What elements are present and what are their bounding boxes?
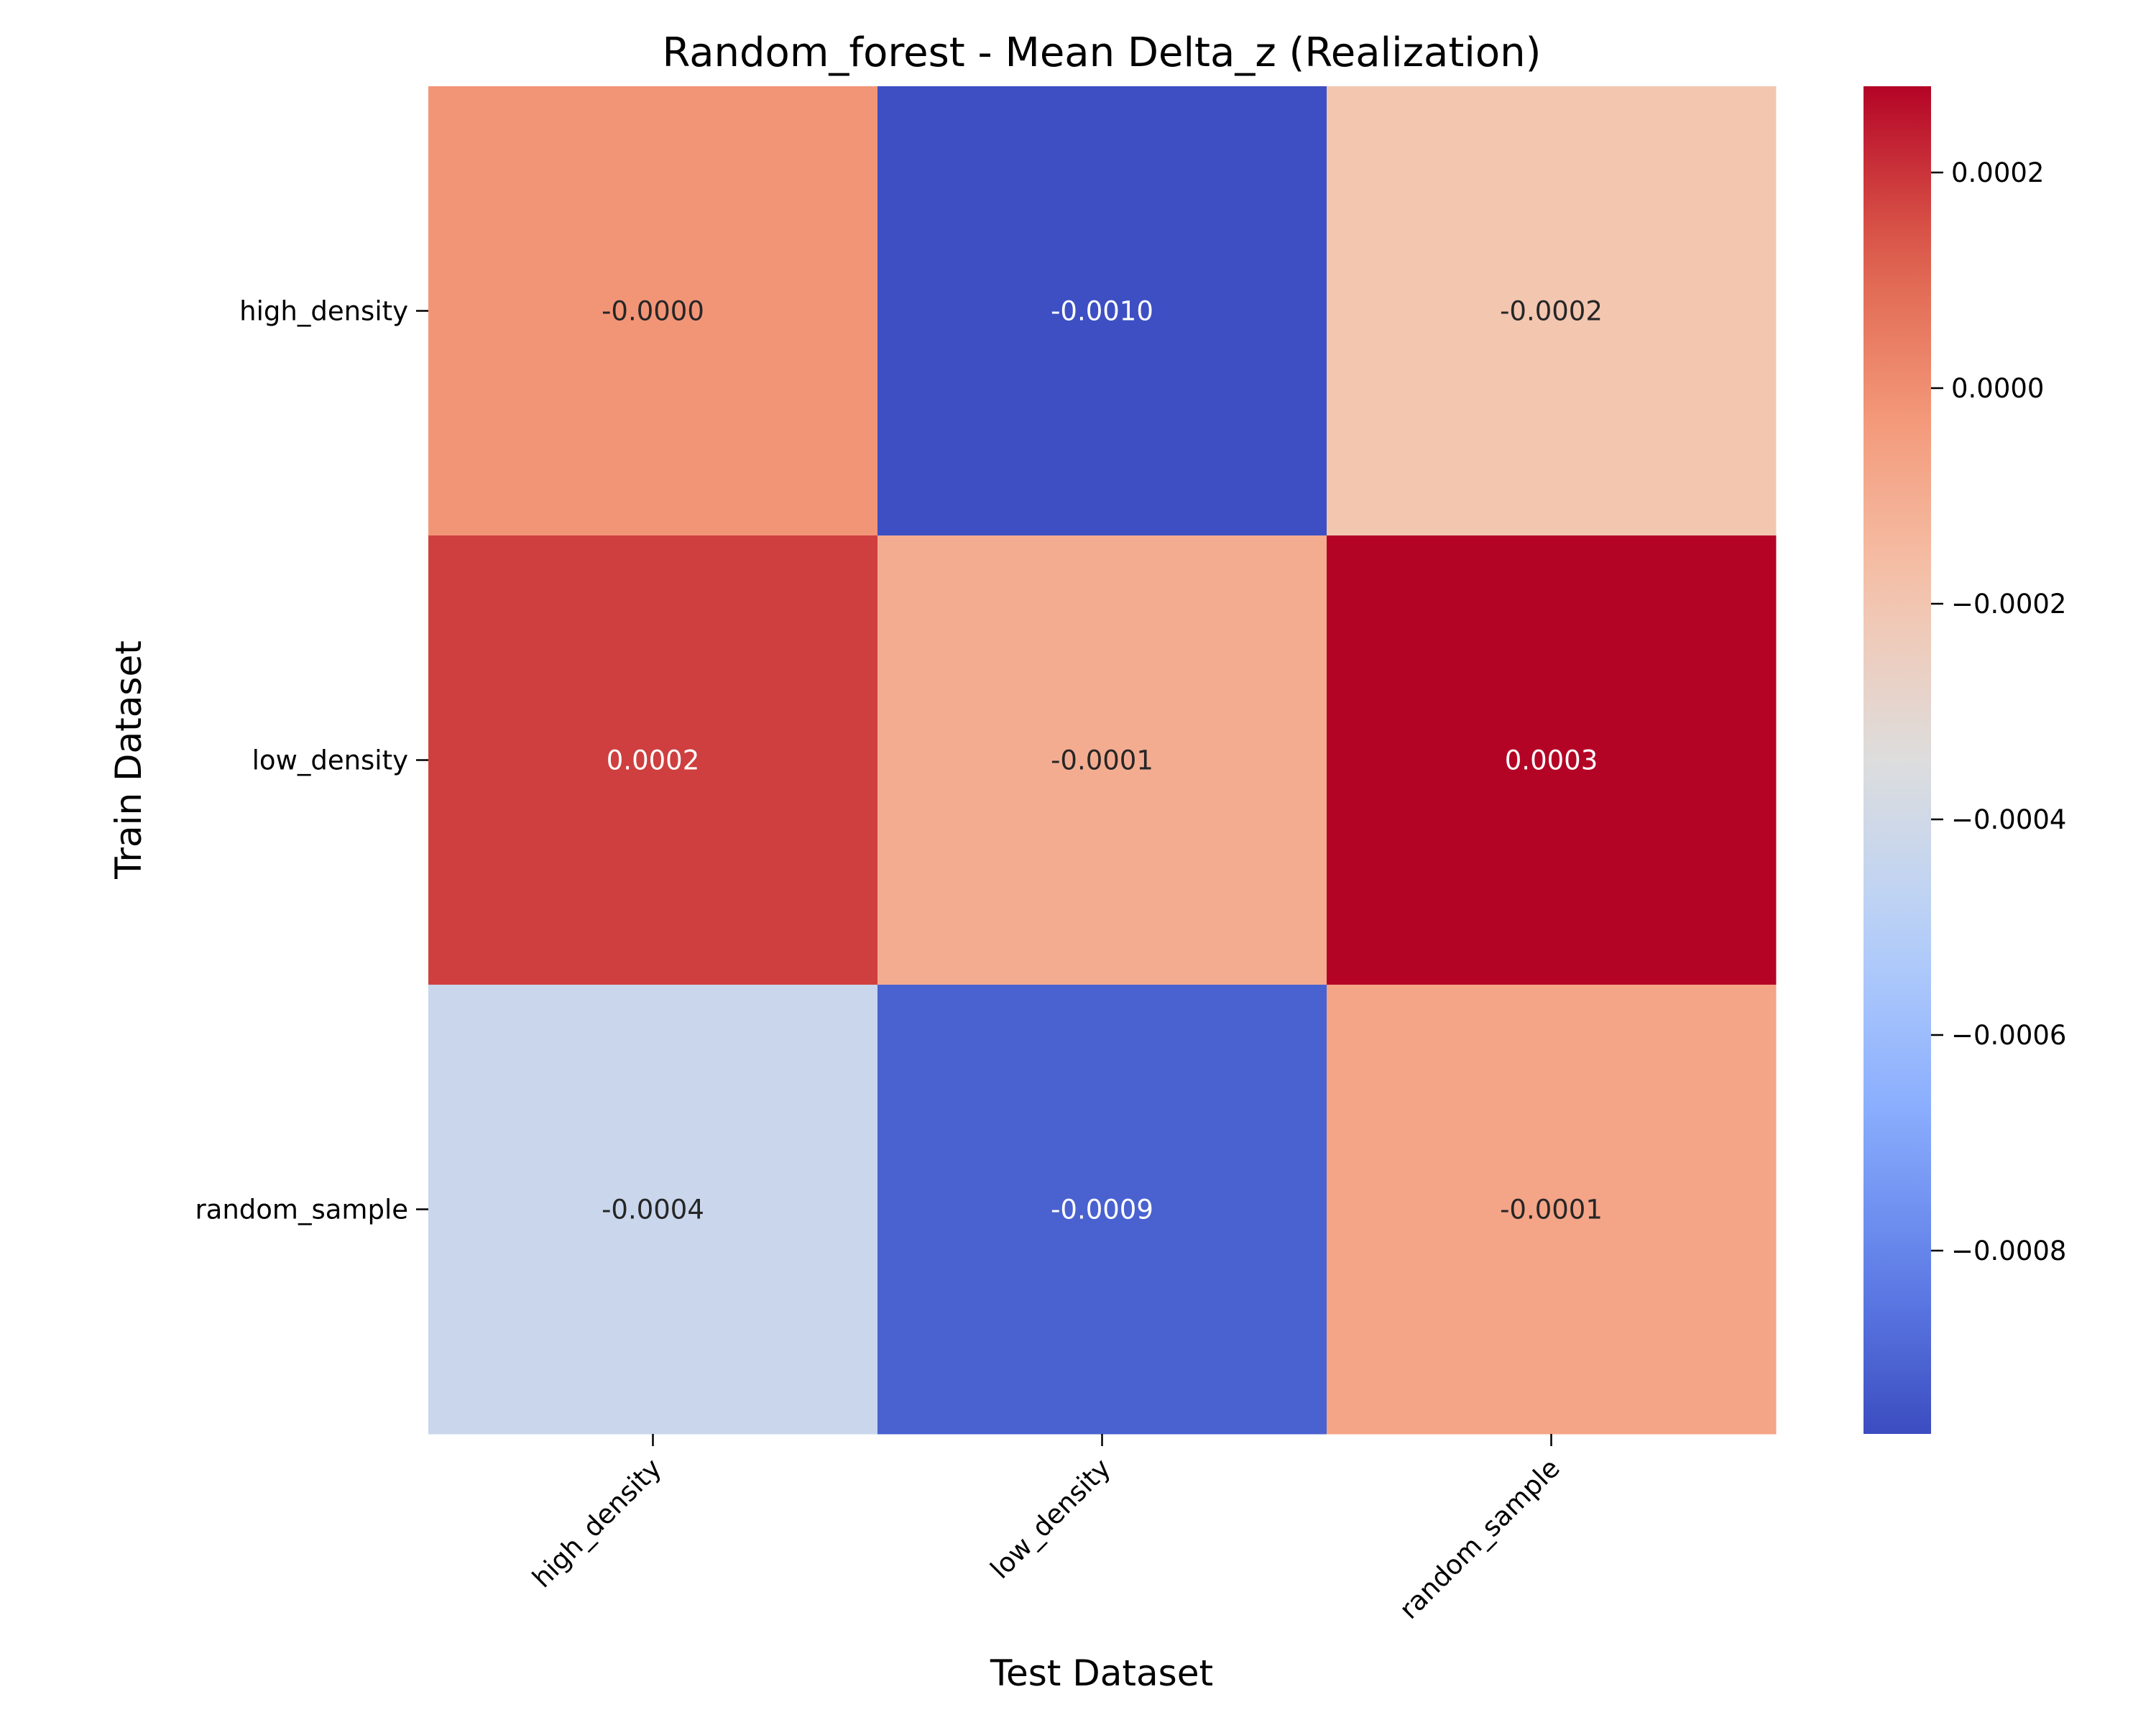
y-tick-label-0: high_density <box>239 296 408 327</box>
heatmap-cell-2-0 <box>428 985 878 1435</box>
cell-label-0-1: -0.0010 <box>1051 296 1153 327</box>
cell-label-1-0: 0.0002 <box>607 745 699 776</box>
colorbar-tick-label-0: 0.0002 <box>1951 157 2044 188</box>
y-tick-label-1: low_density <box>252 745 408 776</box>
cell-label-2-0: -0.0004 <box>602 1195 704 1225</box>
heatmap-cell-0-0 <box>428 86 878 536</box>
cell-label-0-0: -0.0000 <box>602 296 704 327</box>
heatmap-cells: -0.0000 -0.0010 -0.0002 0.0002 -0.0001 0.0003… <box>428 86 1777 1435</box>
heatmap-cell-2-1 <box>877 985 1327 1435</box>
heatmap-cell-1-2 <box>1327 535 1777 985</box>
x-axis-ticks: high_density low_density random_sample <box>526 1434 1566 1625</box>
cell-label-2-1: -0.0009 <box>1051 1195 1153 1225</box>
heatmap-cell-0-2 <box>1327 86 1777 536</box>
cell-label-2-2: -0.0001 <box>1500 1195 1603 1225</box>
chart-title: Random_forest - Mean Delta_z (Realizatio… <box>663 29 1542 76</box>
x-tick-label-1: low_density <box>985 1453 1117 1585</box>
colorbar-tick-label-3: −0.0004 <box>1951 804 2066 835</box>
cell-label-1-1: -0.0001 <box>1051 745 1153 776</box>
colorbar-gradient <box>1864 86 1931 1434</box>
colorbar: 0.0002 0.0000 −0.0002 −0.0004 −0.0006 −0.0008 <box>1864 86 2066 1434</box>
x-tick-label-0: high_density <box>526 1453 667 1593</box>
cell-label-0-2: -0.0002 <box>1500 296 1603 327</box>
y-tick-label-2: random_sample <box>195 1195 408 1225</box>
colorbar-tick-label-2: −0.0002 <box>1951 589 2066 620</box>
y-axis-ticks: high_density low_density random_sample <box>195 296 428 1225</box>
heatmap-cell-0-1 <box>877 86 1327 536</box>
colorbar-tick-label-1: 0.0000 <box>1951 373 2044 404</box>
heatmap-cell-1-1 <box>877 535 1327 985</box>
x-tick-label-2: random_sample <box>1393 1453 1566 1625</box>
x-axis-label: Test Dataset <box>990 1652 1213 1694</box>
colorbar-tick-label-4: −0.0006 <box>1951 1020 2066 1051</box>
y-axis-label: Train Dataset <box>108 640 149 880</box>
heatmap-cell-2-2 <box>1327 985 1777 1435</box>
heatmap-cell-1-0 <box>428 535 878 985</box>
cell-label-1-2: 0.0003 <box>1505 745 1598 776</box>
colorbar-tick-label-5: −0.0008 <box>1951 1236 2066 1266</box>
